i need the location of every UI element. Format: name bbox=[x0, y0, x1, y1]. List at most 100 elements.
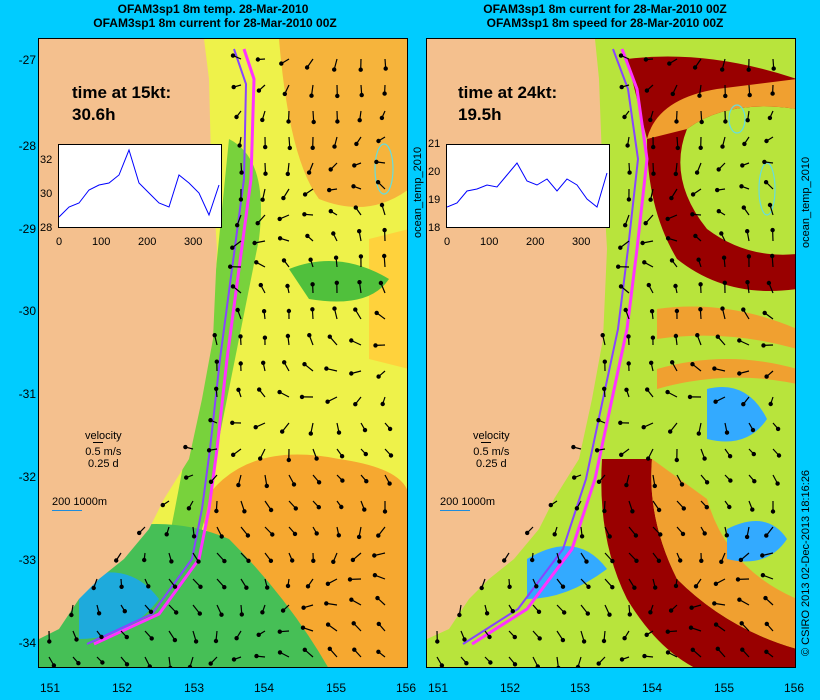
current-vector-head bbox=[260, 117, 265, 123]
inset-x-tick: 300 bbox=[184, 236, 203, 248]
current-vector-head bbox=[648, 610, 653, 615]
current-vector-head bbox=[723, 93, 728, 99]
current-vector-head bbox=[738, 557, 744, 563]
current-vector-head bbox=[324, 366, 329, 371]
velocity-legend-title: velocity bbox=[85, 430, 122, 442]
current-vector-head bbox=[596, 661, 601, 666]
current-vector-head bbox=[689, 605, 694, 610]
current-vector-head bbox=[762, 159, 767, 165]
current-vector-head bbox=[387, 481, 392, 486]
current-vector-head bbox=[696, 257, 701, 262]
current-vector-head bbox=[764, 138, 769, 144]
credit-label: © CSIRO 2013 02-Dec-2013 18:16:26 bbox=[800, 469, 812, 656]
current-vector-head bbox=[667, 429, 673, 434]
current-vector-head bbox=[256, 632, 261, 638]
current-vector-head bbox=[727, 454, 733, 459]
current-vector-head bbox=[650, 144, 656, 150]
current-vector-head bbox=[512, 662, 518, 667]
current-vector-head bbox=[673, 283, 678, 289]
current-vector-head bbox=[206, 448, 212, 453]
current-vector-head bbox=[316, 480, 322, 485]
current-vector-head bbox=[537, 636, 542, 641]
current-vector-head bbox=[353, 205, 358, 210]
current-vector-head bbox=[364, 479, 369, 484]
current-vector-head bbox=[239, 170, 244, 175]
current-vector-head bbox=[236, 387, 241, 392]
current-vector-head bbox=[234, 114, 239, 120]
current-vector-head bbox=[712, 366, 717, 371]
current-vector-head bbox=[332, 306, 337, 311]
current-vector-head bbox=[594, 448, 600, 453]
current-vector-head bbox=[239, 612, 244, 617]
current-vector-head bbox=[316, 505, 321, 510]
current-vector-head bbox=[623, 307, 628, 313]
current-vector-head bbox=[571, 444, 576, 450]
current-vector-head bbox=[775, 426, 781, 432]
current-vector-head bbox=[222, 585, 227, 590]
current-vector-head bbox=[626, 361, 631, 366]
current-vector-head bbox=[124, 634, 130, 640]
current-vector-head bbox=[771, 66, 776, 71]
current-vector-head bbox=[618, 284, 624, 289]
current-vector-head bbox=[362, 427, 368, 433]
current-vector-head bbox=[677, 558, 683, 563]
current-vector-head bbox=[673, 583, 679, 589]
current-vector-head bbox=[325, 581, 331, 587]
current-vector-head bbox=[740, 647, 745, 652]
current-vector-head bbox=[213, 638, 219, 644]
current-vector-head bbox=[720, 67, 725, 72]
current-vector-head bbox=[301, 605, 306, 610]
current-vector-head bbox=[644, 632, 649, 638]
current-vector-head bbox=[744, 534, 750, 540]
current-vector-head bbox=[372, 573, 378, 578]
current-vector-head bbox=[311, 558, 316, 564]
current-vector-head bbox=[770, 509, 776, 514]
current-vector-head bbox=[464, 661, 469, 666]
current-vector-head bbox=[305, 233, 310, 239]
right-inset-series bbox=[446, 162, 608, 208]
inset-y-tick: 32 bbox=[40, 154, 53, 166]
right-time-label-1: time at 24kt: bbox=[458, 83, 558, 102]
current-vector-head bbox=[488, 660, 493, 665]
current-vector-head bbox=[325, 399, 330, 404]
inset-x-tick: 200 bbox=[138, 236, 157, 248]
current-vector-head bbox=[641, 425, 646, 430]
current-vector-head bbox=[308, 431, 313, 436]
current-vector-head bbox=[231, 657, 237, 662]
current-vector-head bbox=[149, 636, 154, 641]
x-tick: 151 bbox=[427, 681, 449, 695]
current-vector-head bbox=[667, 61, 672, 66]
current-vector-head bbox=[690, 647, 695, 653]
current-vector-head bbox=[764, 621, 769, 627]
current-vector-head bbox=[724, 533, 729, 538]
current-vector-head bbox=[556, 665, 561, 667]
velocity-legend-speed: 0.5 m/s bbox=[473, 446, 510, 458]
current-vector-head bbox=[208, 479, 214, 484]
current-vector-head bbox=[293, 506, 298, 511]
current-vector-head bbox=[713, 399, 718, 404]
right-map bbox=[427, 39, 795, 667]
current-vector-head bbox=[236, 482, 241, 488]
current-vector-head bbox=[737, 338, 742, 343]
current-vector-head bbox=[634, 558, 639, 564]
current-vector-head bbox=[716, 208, 721, 214]
current-vector-head bbox=[501, 558, 507, 563]
current-vector-head bbox=[652, 585, 658, 590]
current-vector-head bbox=[557, 559, 562, 564]
current-vector-head bbox=[374, 310, 379, 316]
current-vector-head bbox=[741, 205, 746, 210]
current-vector-head bbox=[698, 282, 703, 287]
current-vector-head bbox=[349, 597, 354, 602]
left-scale-legend: 200 1000m bbox=[52, 496, 107, 511]
current-vector-head bbox=[770, 91, 775, 96]
current-vector-head bbox=[435, 639, 440, 644]
current-vector-head bbox=[690, 362, 695, 367]
current-vector-head bbox=[331, 231, 336, 236]
current-vector-head bbox=[325, 622, 331, 627]
current-vector-head bbox=[665, 629, 670, 634]
current-vector-head bbox=[214, 359, 219, 364]
current-vector-head bbox=[258, 282, 263, 288]
current-vector-head bbox=[302, 362, 307, 367]
current-vectors bbox=[47, 53, 394, 667]
current-vector-head bbox=[760, 573, 766, 578]
